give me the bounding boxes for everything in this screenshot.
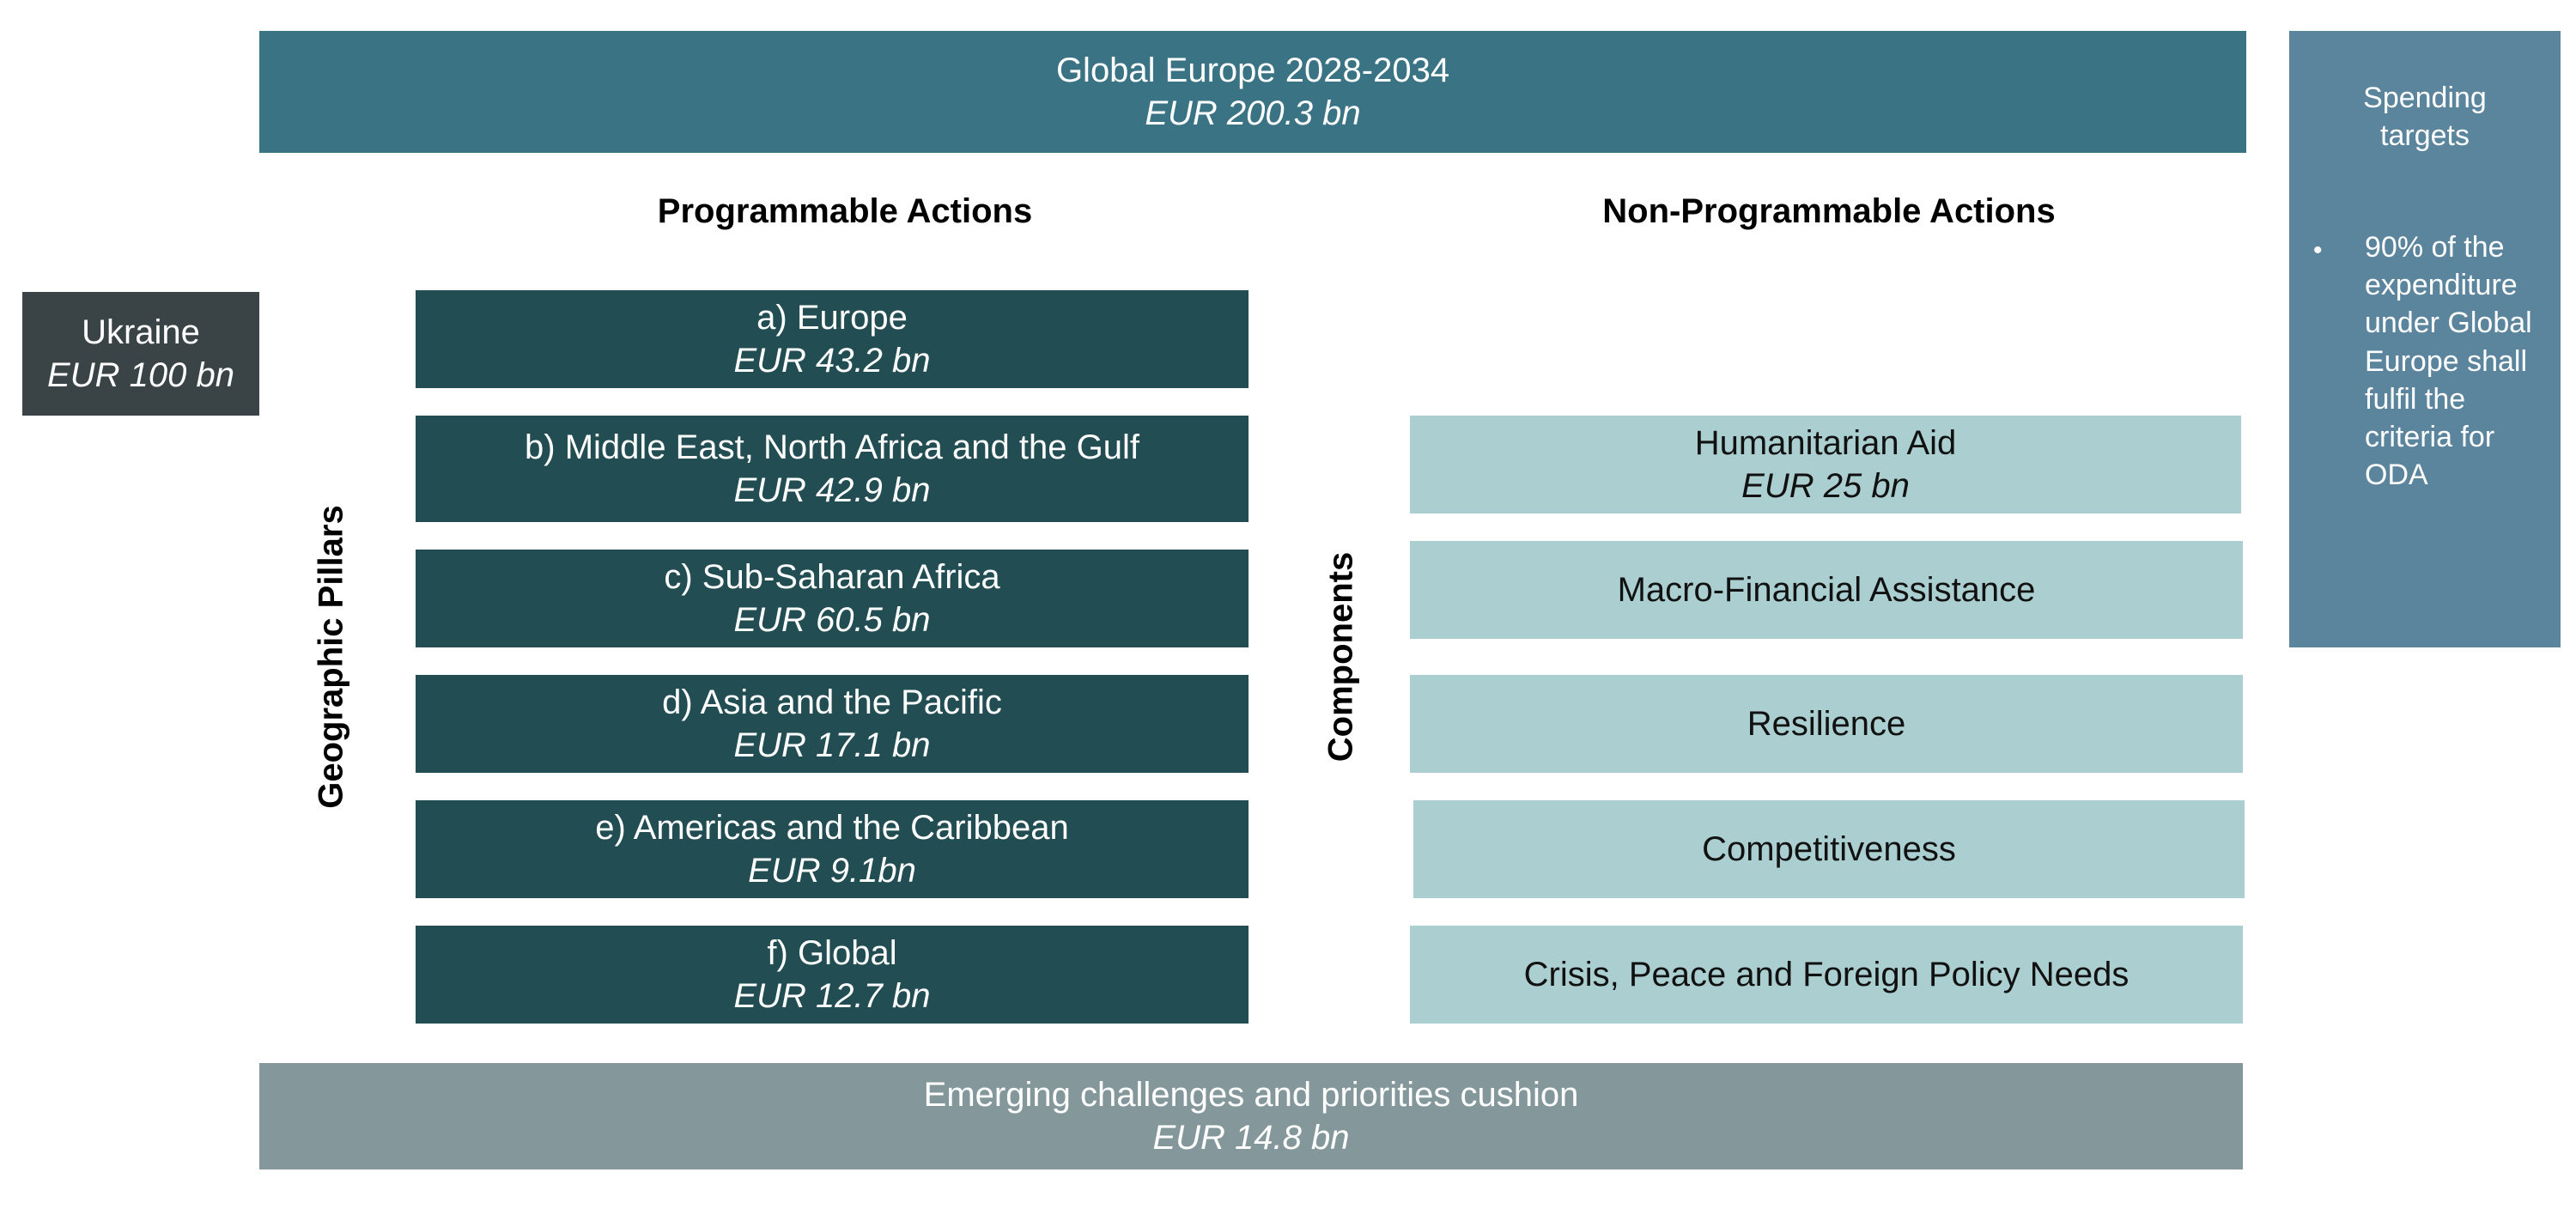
component-label: Competitiveness — [1702, 830, 1956, 868]
spending-targets-bullet: 90% of the expenditure under Global Euro… — [2365, 231, 2532, 492]
component-label: Crisis, Peace and Foreign Policy Needs — [1523, 956, 2129, 993]
non-programmable-heading: Non-Programmable Actions — [1602, 192, 2056, 230]
ukraine-amount: EUR 100 bn — [47, 356, 234, 394]
pillar-europe: a) Europe EUR 43.2 bn — [416, 290, 1249, 388]
pillar-asia-pacific: d) Asia and the Pacific EUR 17.1 bn — [416, 675, 1249, 773]
component-label: Resilience — [1747, 705, 1906, 743]
header-banner: Global Europe 2028-2034 EUR 200.3 bn — [259, 31, 2246, 153]
pillar-amount: EUR 17.1 bn — [733, 726, 931, 764]
pillar-amount: EUR 43.2 bn — [733, 342, 931, 380]
pillar-sub-saharan-africa: c) Sub-Saharan Africa EUR 60.5 bn — [416, 550, 1249, 647]
pillar-label: d) Asia and the Pacific — [662, 683, 1002, 721]
header-title: Global Europe 2028-2034 — [1055, 52, 1450, 89]
pillar-label: f) Global — [767, 934, 897, 972]
ukraine-box: Ukraine EUR 100 bn — [22, 292, 259, 416]
cushion-title: Emerging challenges and priorities cushi… — [923, 1076, 1579, 1114]
component-humanitarian-aid: Humanitarian Aid EUR 25 bn — [1410, 416, 2241, 513]
bullet-icon: • — [2313, 236, 2323, 264]
pillar-label: a) Europe — [756, 299, 908, 337]
programmable-heading: Programmable Actions — [657, 192, 1033, 230]
pillar-americas: e) Americas and the Caribbean EUR 9.1bn — [416, 800, 1249, 898]
pillar-amount: EUR 9.1bn — [748, 852, 916, 890]
pillar-global: f) Global EUR 12.7 bn — [416, 926, 1249, 1024]
pillar-amount: EUR 42.9 bn — [733, 471, 931, 509]
cushion-banner: Emerging challenges and priorities cushi… — [259, 1063, 2243, 1170]
component-macro-financial: Macro-Financial Assistance — [1410, 541, 2243, 639]
spending-targets-title: Spending targets — [2363, 82, 2487, 153]
component-resilience: Resilience — [1410, 675, 2243, 773]
component-amount: EUR 25 bn — [1741, 467, 1910, 505]
component-label: Macro-Financial Assistance — [1617, 571, 2036, 609]
component-competitiveness: Competitiveness — [1413, 800, 2245, 898]
pillar-middle-east: b) Middle East, North Africa and the Gul… — [416, 416, 1249, 522]
pillar-label: c) Sub-Saharan Africa — [664, 558, 1000, 596]
spending-targets-panel: Spending targets • 90% of the expenditur… — [2289, 31, 2561, 647]
pillar-amount: EUR 12.7 bn — [733, 977, 931, 1015]
cushion-amount: EUR 14.8 bn — [1152, 1119, 1350, 1157]
pillar-amount: EUR 60.5 bn — [733, 601, 931, 639]
component-crisis-peace: Crisis, Peace and Foreign Policy Needs — [1410, 926, 2243, 1024]
header-amount: EUR 200.3 bn — [1145, 94, 1361, 132]
pillar-label: e) Americas and the Caribbean — [595, 809, 1069, 847]
pillar-label: b) Middle East, North Africa and the Gul… — [525, 428, 1139, 466]
geographic-pillars-label: Geographic Pillars — [312, 505, 350, 809]
ukraine-title: Ukraine — [82, 313, 200, 351]
component-label: Humanitarian Aid — [1694, 424, 1957, 462]
components-label: Components — [1321, 551, 1360, 762]
